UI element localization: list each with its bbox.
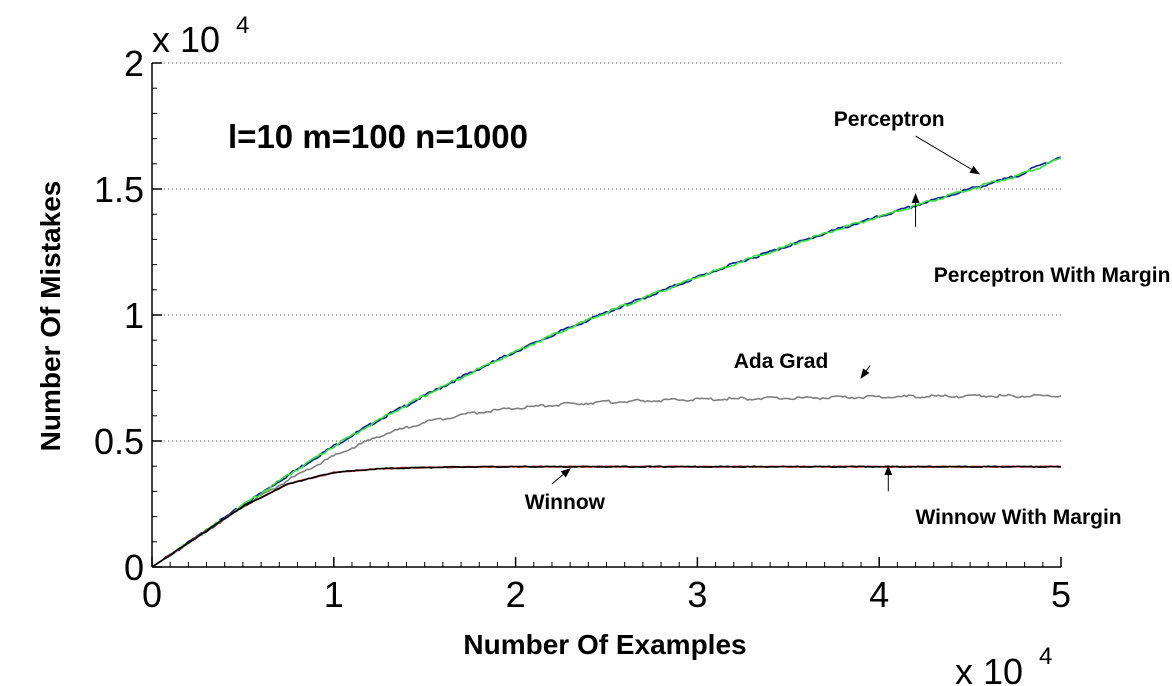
annotation-label: Winnow With Margin <box>916 506 1122 529</box>
y-multiplier: x 10 4 <box>152 12 249 60</box>
annotation-label: Perceptron <box>834 108 945 131</box>
series-line-winnow <box>151 465 1062 568</box>
x-multiplier-base: x 10 <box>955 651 1023 686</box>
x-tick-label: 2 <box>506 574 526 615</box>
x-tick-label: 3 <box>687 574 707 615</box>
y-multiplier-exp: 4 <box>236 12 249 39</box>
x-multiplier-exp: 4 <box>1039 643 1052 670</box>
y-tick-label: 1.5 <box>94 169 144 210</box>
y-tick-label: 0.5 <box>94 421 144 462</box>
series-lines <box>151 156 1062 568</box>
x-axis-label: Number Of Examples <box>463 629 746 660</box>
x-tick-label: 0 <box>142 574 162 615</box>
annotation-label: Perceptron With Margin <box>934 264 1171 287</box>
y-multiplier-base: x 10 <box>152 19 220 60</box>
series-line-ada-grad <box>151 393 1062 568</box>
x-ticks: 0 1 2 3 4 5 <box>142 557 1071 615</box>
parameters-text: l=10 m=100 n=1000 <box>228 118 528 155</box>
annotation-arrow <box>860 365 871 379</box>
series-line-perceptron-with-margin <box>151 157 1062 568</box>
x-tick-label: 5 <box>1051 574 1071 615</box>
y-axis-label: Number Of Mistakes <box>35 181 66 452</box>
annotation-arrow <box>551 468 571 485</box>
x-multiplier: x 10 4 <box>955 643 1052 686</box>
y-ticks: 0 0.5 1 1.5 2 <box>94 43 162 588</box>
annotation-label: Winnow <box>525 491 606 514</box>
annotations: Perceptron Perceptron With Margin Ada Grad… <box>525 108 1171 529</box>
annotation-label: Ada Grad <box>734 350 829 373</box>
annotation-arrow <box>915 135 981 175</box>
y-tick-label: 1 <box>124 295 144 336</box>
y-tick-label: 2 <box>124 43 144 84</box>
x-tick-label: 1 <box>324 574 344 615</box>
y-tick-label: 0 <box>124 547 144 588</box>
x-tick-label: 4 <box>869 574 889 615</box>
